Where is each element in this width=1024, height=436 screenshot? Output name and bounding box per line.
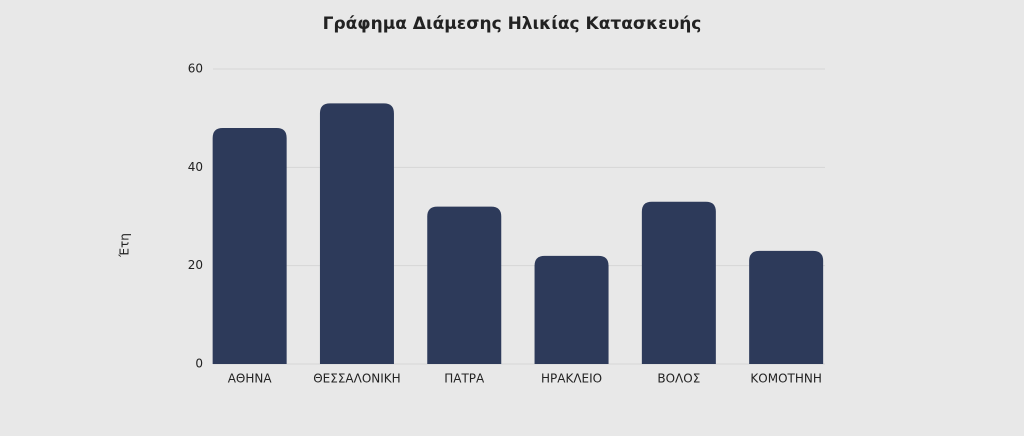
bar xyxy=(641,201,716,364)
y-tick-label: 20 xyxy=(188,258,203,272)
y-tick-label: 60 xyxy=(188,62,203,76)
y-axis-label: Έτη xyxy=(118,233,132,258)
x-tick-label: ΚΟΜΟΤΗΝΗ xyxy=(750,372,821,386)
y-tick-label: 40 xyxy=(188,160,203,174)
chart-title: Γράφημα Διάμεσης Ηλικίας Κατασκευής xyxy=(323,14,702,34)
bar xyxy=(427,206,502,364)
x-tick-label: ΑΘΗΝΑ xyxy=(228,372,273,386)
x-tick-label: ΠΑΤΡΑ xyxy=(444,372,485,386)
x-tick-label: ΒΟΛΟΣ xyxy=(657,372,700,386)
bar xyxy=(212,128,287,364)
bar xyxy=(749,250,824,364)
y-tick-label: 0 xyxy=(195,357,203,371)
bar xyxy=(534,255,609,364)
bar xyxy=(319,103,394,365)
x-tick-label: ΘΕΣΣΑΛΟΝΙΚΗ xyxy=(313,372,400,386)
x-tick-label: ΗΡΑΚΛΕΙΟ xyxy=(541,372,602,386)
